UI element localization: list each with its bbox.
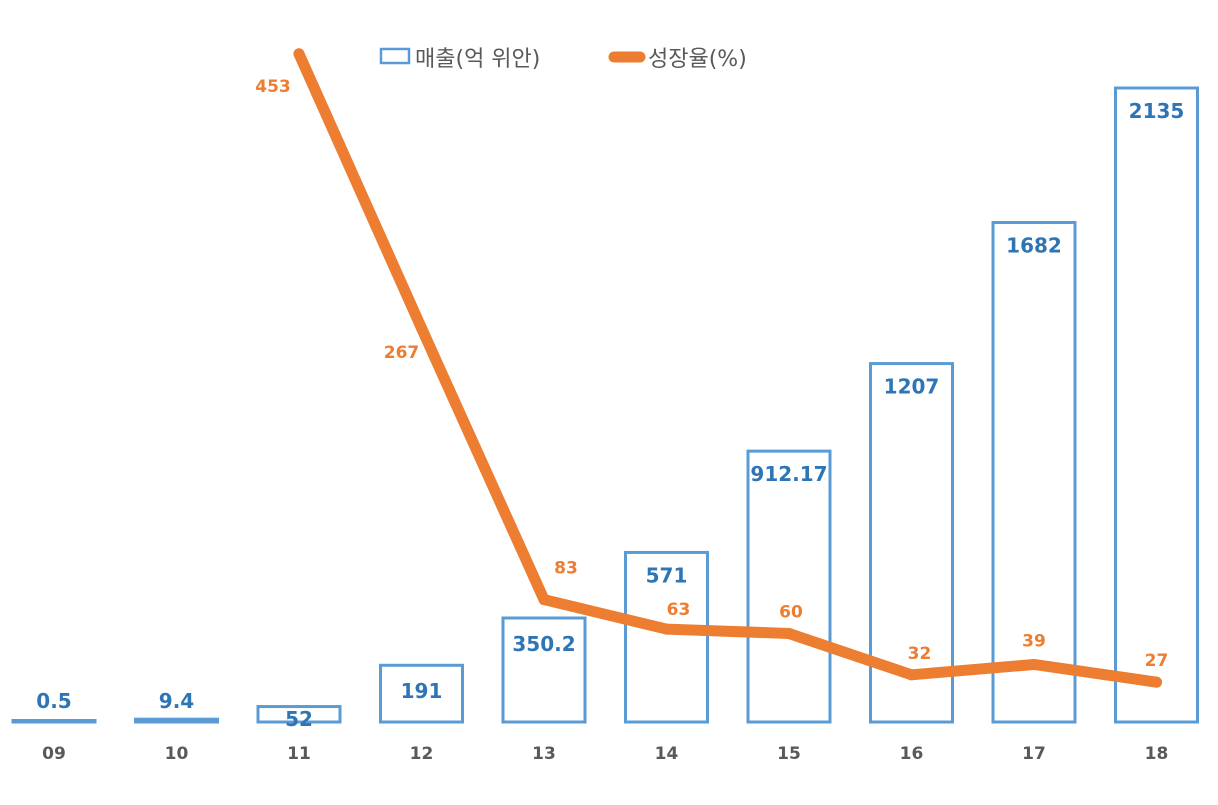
growth-value-label-18: 27 <box>1145 651 1169 671</box>
x-tick-18: 18 <box>1145 744 1169 764</box>
bar-09 <box>11 719 97 724</box>
bar-18 <box>1114 86 1199 724</box>
bar-value-label-16: 1207 <box>884 375 940 399</box>
bars-layer <box>11 86 1199 724</box>
x-tick-13: 13 <box>532 744 556 764</box>
growth-value-label-12: 267 <box>384 343 420 363</box>
legend-label-revenue: 매출(억 위안) <box>415 47 540 72</box>
bar-value-label-09: 0.5 <box>36 689 71 713</box>
growth-point-18 <box>1151 676 1162 688</box>
legend-label-growth: 성장율(%) <box>648 47 747 72</box>
x-tick-15: 15 <box>777 744 801 764</box>
bar-11 <box>256 705 342 724</box>
growth-value-label-16: 32 <box>908 644 932 664</box>
line-labels-layer: 453 267 83 63 60 32 39 27 <box>255 77 1168 671</box>
legend: 매출(억 위안) 성장율(%) <box>379 47 747 72</box>
bar-15 <box>746 449 832 724</box>
growth-point-12 <box>416 322 427 334</box>
growth-line-layer <box>293 48 1162 688</box>
growth-rate-line <box>293 48 1162 688</box>
growth-point-15 <box>783 628 795 639</box>
bar-labels-layer: 0.5 9.4 52 191 350.2 571 912.17 1207 1682 2135 <box>36 99 1184 731</box>
bar-value-label-12: 191 <box>401 679 443 703</box>
bar-value-label-14: 571 <box>646 563 688 587</box>
legend-marker-growth <box>621 51 633 63</box>
growth-value-label-14: 63 <box>667 600 691 620</box>
x-tick-17: 17 <box>1022 744 1046 764</box>
bar-value-label-13: 350.2 <box>512 632 575 656</box>
growth-point-14 <box>661 623 672 635</box>
x-tick-14: 14 <box>655 744 679 764</box>
bar-value-label-17: 1682 <box>1006 234 1062 258</box>
bar-10 <box>134 717 219 724</box>
bar-value-label-15: 912.17 <box>750 462 827 486</box>
x-tick-11: 11 <box>287 744 311 764</box>
legend-swatch-revenue <box>379 47 411 65</box>
growth-value-label-15: 60 <box>779 603 803 623</box>
bar-17 <box>991 221 1077 724</box>
x-tick-09: 09 <box>42 744 66 764</box>
growth-point-13 <box>538 594 550 606</box>
growth-value-label-13: 83 <box>554 559 578 579</box>
x-tick-16: 16 <box>900 744 924 764</box>
bar-14 <box>624 550 709 724</box>
growth-point-16 <box>906 669 917 681</box>
growth-point-17 <box>1028 658 1040 670</box>
bar-13 <box>501 616 587 724</box>
x-tick-10: 10 <box>165 744 189 764</box>
growth-point-11 <box>293 48 305 60</box>
bar-12 <box>379 663 464 724</box>
x-axis-ticks: 09 10 11 12 13 14 15 16 17 18 <box>42 744 1168 764</box>
bar-value-label-10: 9.4 <box>159 689 194 713</box>
bar-value-label-18: 2135 <box>1129 99 1185 123</box>
growth-value-label-17: 39 <box>1022 631 1046 651</box>
growth-value-label-11: 453 <box>255 77 291 97</box>
x-tick-12: 12 <box>410 744 434 764</box>
bar-value-label-11: 52 <box>285 707 313 731</box>
